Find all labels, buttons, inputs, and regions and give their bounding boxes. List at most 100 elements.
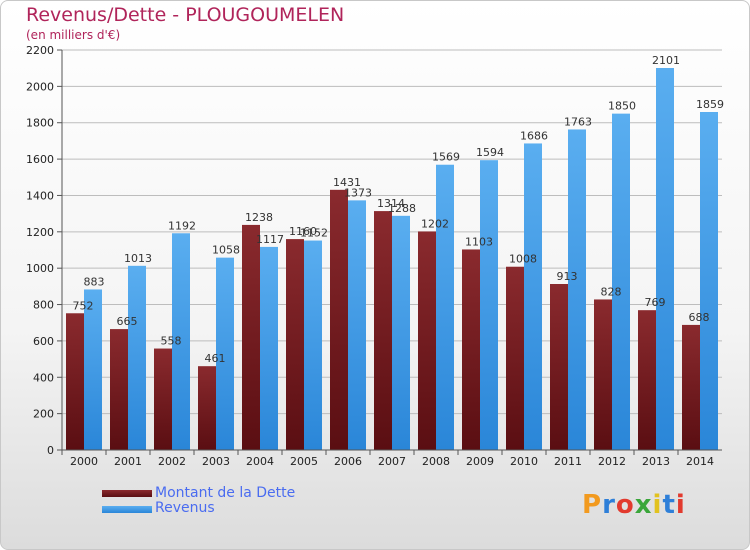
data-label: 1569 <box>432 151 460 164</box>
x-tick-label: 2012 <box>598 455 626 468</box>
data-label: 1202 <box>421 217 449 230</box>
data-label: 2101 <box>652 54 680 67</box>
x-tick-label: 2009 <box>466 455 494 468</box>
bar-revenus <box>524 143 542 451</box>
x-tick-label: 2002 <box>158 455 186 468</box>
data-label: 1238 <box>245 211 273 224</box>
bars <box>66 68 718 451</box>
bar-revenus <box>700 112 718 450</box>
y-tick-label: 2200 <box>26 44 54 57</box>
data-label: 1314 <box>377 197 405 210</box>
y-tick-label: 1200 <box>26 226 54 239</box>
bar-dette <box>638 310 656 450</box>
logo-letter: o <box>615 490 635 520</box>
bar-revenus <box>568 129 586 451</box>
data-label: 1117 <box>256 233 284 246</box>
bar-dette <box>66 313 84 450</box>
data-label: 1192 <box>168 219 196 232</box>
data-label: 1013 <box>124 252 152 265</box>
x-tick-label: 2010 <box>510 455 538 468</box>
bar-dette <box>286 239 304 450</box>
data-label: 688 <box>689 311 710 324</box>
legend-label-revenus: Revenus <box>155 500 215 516</box>
data-label: 1686 <box>520 129 548 142</box>
x-tick-label: 2008 <box>422 455 450 468</box>
data-label: 665 <box>117 315 138 328</box>
data-label: 883 <box>84 275 105 288</box>
bar-dette <box>550 284 568 450</box>
y-tick-label: 200 <box>33 408 54 421</box>
bar-dette <box>242 224 260 450</box>
y-tick-label: 1600 <box>26 153 54 166</box>
data-label: 1763 <box>564 115 592 128</box>
bar-revenus <box>216 257 234 450</box>
x-tick-label: 2011 <box>554 455 582 468</box>
x-tick-label: 2014 <box>686 455 714 468</box>
bar-dette <box>506 266 524 450</box>
x-tick-label: 2003 <box>202 455 230 468</box>
bar-revenus <box>304 240 322 450</box>
data-label: 752 <box>73 299 94 312</box>
x-tick-label: 2001 <box>114 455 142 468</box>
x-tick-label: 2007 <box>378 455 406 468</box>
bar-dette <box>374 211 392 450</box>
y-tick-label: 400 <box>33 371 54 384</box>
data-label: 1288 <box>388 202 416 215</box>
x-tick-label: 2000 <box>70 455 98 468</box>
data-label: 461 <box>205 352 226 365</box>
logo-letter: r <box>602 490 616 520</box>
bar-dette <box>330 189 348 450</box>
y-tick-label: 600 <box>33 335 54 348</box>
data-label: 1373 <box>344 186 372 199</box>
logo-letter: i <box>675 490 686 520</box>
proxiti-logo: Proxiti <box>582 490 686 520</box>
bar-revenus <box>436 164 454 450</box>
y-tick-label: 2000 <box>26 80 54 93</box>
bar-dette <box>198 366 216 450</box>
y-axis: 0 200 400 600 800 1000 1200 1400 1600 1800 2000 220… <box>26 44 63 457</box>
y-tick-label: 1000 <box>26 262 54 275</box>
bar-revenus <box>480 160 498 450</box>
data-label: 1152 <box>300 227 328 240</box>
legend-label-dette: Montant de la Dette <box>155 485 296 501</box>
bar-revenus <box>172 233 190 450</box>
bar-revenus <box>348 200 366 450</box>
logo-letter: x <box>634 490 653 520</box>
bar-dette <box>682 324 700 450</box>
bar-revenus <box>612 113 630 451</box>
logo-letter: t <box>662 490 676 520</box>
logo-letter: P <box>582 490 603 520</box>
bar-dette <box>462 249 480 450</box>
data-labels: 7528836651013558119246110581238111711601… <box>73 54 725 365</box>
bar-dette <box>418 231 436 450</box>
bar-dette <box>594 299 612 450</box>
data-label: 1058 <box>212 244 240 257</box>
bar-revenus <box>128 265 146 450</box>
data-label: 1850 <box>608 100 636 113</box>
data-label: 913 <box>557 270 578 283</box>
data-label: 1103 <box>465 235 493 248</box>
chart-title: Revenus/Dette - PLOUGOUMELEN <box>26 4 345 26</box>
data-label: 1431 <box>333 176 361 189</box>
chart-subtitle: (en milliers d'€) <box>26 28 121 42</box>
x-tick-label: 2013 <box>642 455 670 468</box>
bar-dette <box>110 329 128 450</box>
data-label: 1008 <box>509 253 537 266</box>
data-label: 558 <box>161 335 182 348</box>
bar-revenus <box>656 68 674 450</box>
x-tick-label: 2005 <box>290 455 318 468</box>
legend-swatch-dette <box>102 490 152 497</box>
data-label: 1859 <box>696 98 724 111</box>
x-axis: 2000 2001 2002 2003 2004 2005 2006 2007 2008 2009… <box>61 449 722 468</box>
bar-dette <box>154 348 172 450</box>
data-label: 1594 <box>476 146 504 159</box>
x-tick-label: 2006 <box>334 455 362 468</box>
y-tick-label: 1800 <box>26 117 54 130</box>
x-tick-label: 2004 <box>246 455 274 468</box>
data-label: 1160 <box>289 225 317 238</box>
y-tick-label: 0 <box>47 444 54 457</box>
bar-revenus <box>392 215 410 450</box>
legend-swatch-revenus <box>102 506 152 513</box>
logo-letter: i <box>652 490 663 520</box>
